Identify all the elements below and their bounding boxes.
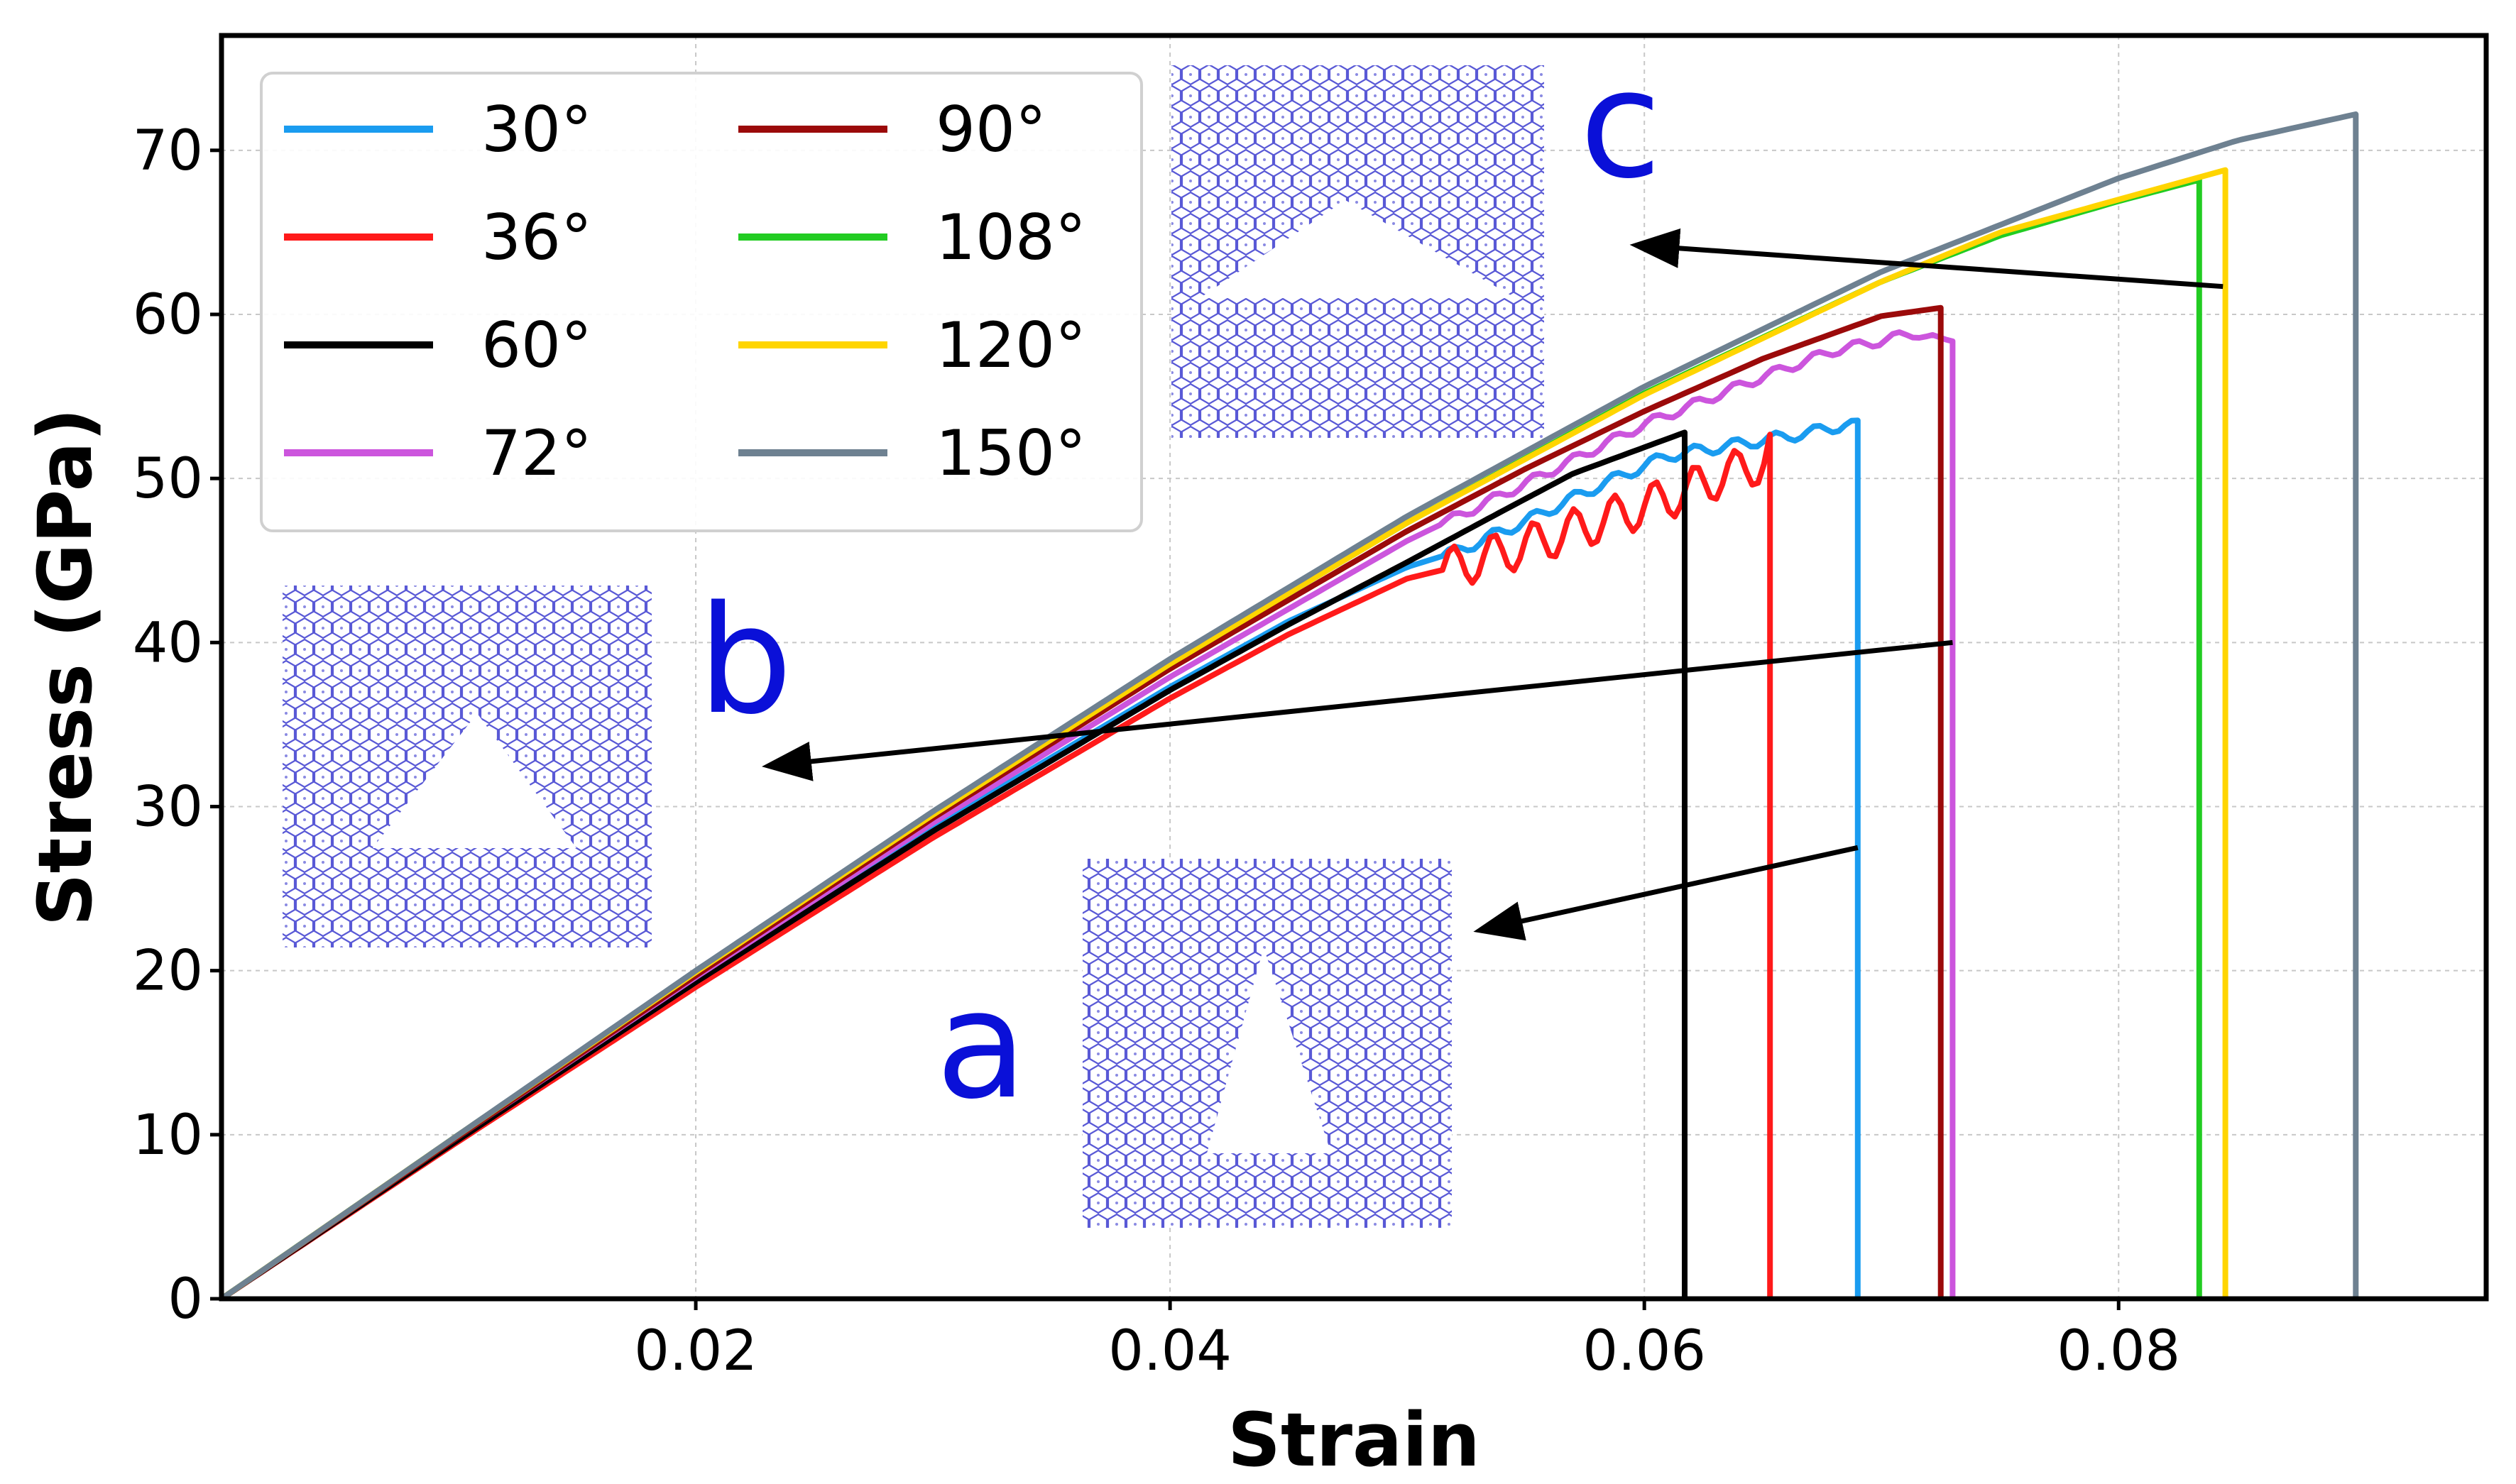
y-tick-label: 10: [133, 1104, 203, 1167]
plot-frame: [219, 33, 2489, 1302]
legend-label: 150°: [936, 417, 1086, 490]
inset-c: c: [1171, 38, 1661, 438]
legend-items: 30° 36° 60° 72° 90° 108° 120° 150°: [284, 93, 1086, 490]
inset-hole: [373, 713, 576, 848]
legend-label: 108°: [936, 201, 1086, 274]
legend-label: 90°: [936, 93, 1046, 166]
axis-ticks: 0.02 0.04 0.06 0.08 0 10 20 30 40 50 60 70: [133, 119, 2180, 1383]
inset-label-a: a: [936, 958, 1027, 1132]
y-tick-label: 0: [168, 1268, 203, 1331]
inset-a: a: [936, 859, 1452, 1228]
series-line-150deg: [219, 111, 2359, 1302]
inset-b: b: [283, 573, 792, 947]
x-tick-label: 0.08: [2057, 1319, 2180, 1383]
legend-label: 30°: [481, 93, 592, 166]
legend-label: 120°: [936, 309, 1086, 382]
legend-label: 36°: [481, 201, 592, 274]
inset-hole: [1200, 200, 1516, 298]
y-axis-title: Stress (GPa): [22, 408, 109, 927]
y-tick-label: 50: [133, 447, 203, 511]
inset-label-c: c: [1580, 38, 1661, 211]
annotation-arrows: [762, 228, 2224, 941]
y-tick-label: 70: [133, 119, 203, 183]
series-lines: [219, 111, 2359, 1302]
arrow-a: [1473, 845, 1859, 941]
arrow-c: [1629, 228, 2224, 290]
x-tick-label: 0.02: [634, 1319, 757, 1383]
legend-label: 60°: [481, 309, 592, 382]
inset-hole: [1207, 947, 1331, 1153]
arrow-b: [762, 639, 1953, 781]
y-tick-label: 40: [133, 611, 203, 675]
legend: 30° 36° 60° 72° 90° 108° 120° 150°: [260, 72, 1143, 532]
insets: a b c: [283, 38, 1661, 1228]
x-axis-title: Strain: [1227, 1397, 1480, 1483]
y-tick-label: 30: [133, 775, 203, 839]
x-tick-label: 0.06: [1582, 1319, 1706, 1383]
x-tick-label: 0.04: [1108, 1319, 1232, 1383]
y-tick-label: 20: [133, 940, 203, 1004]
legend-box: [260, 72, 1143, 532]
legend-label: 72°: [481, 417, 592, 490]
inset-label-b: b: [698, 573, 792, 747]
y-tick-label: 60: [133, 283, 203, 347]
